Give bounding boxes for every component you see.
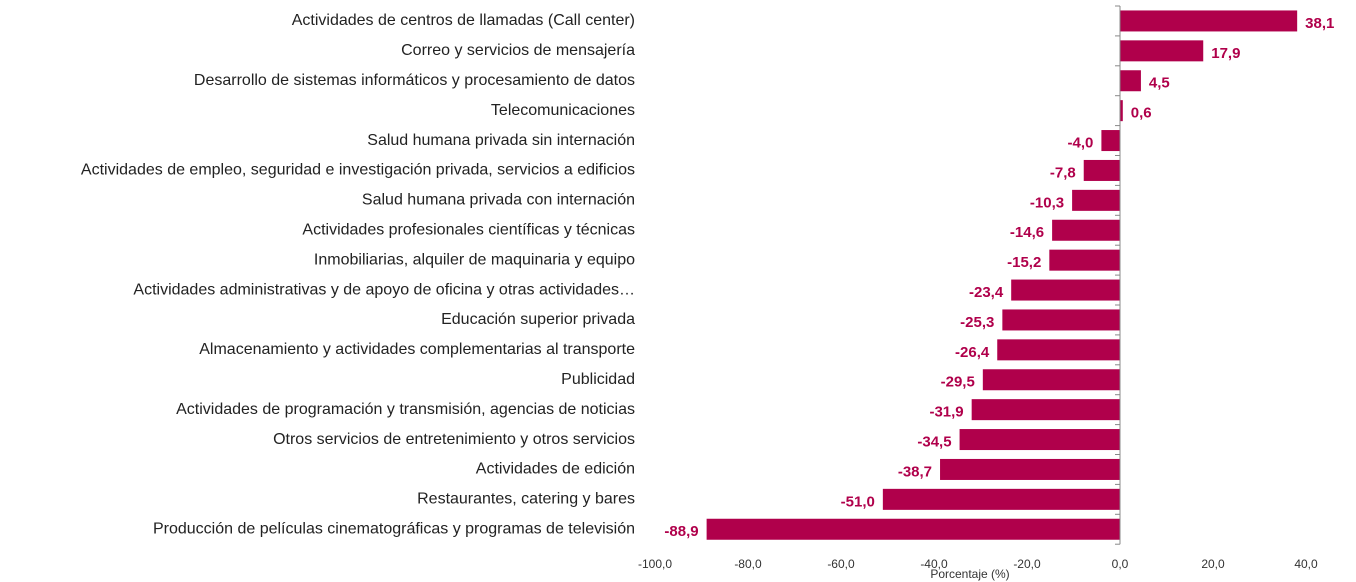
value-label: -15,2 (1007, 254, 1041, 271)
category-label: Salud humana privada con internación (362, 192, 635, 209)
bar (982, 369, 1120, 391)
category-label: Actividades administrativas y de apoyo d… (133, 281, 635, 298)
value-label: 4,5 (1149, 75, 1170, 92)
x-tick-label: -40,0 (920, 557, 948, 571)
category-label: Restaurantes, catering y bares (417, 491, 635, 508)
bar (971, 399, 1120, 421)
x-tick-label: 0,0 (1112, 557, 1129, 571)
category-label: Producción de películas cinematográficas… (153, 520, 635, 537)
bar (1120, 70, 1141, 92)
value-label: -7,8 (1050, 164, 1076, 181)
category-label: Almacenamiento y actividades complementa… (199, 341, 635, 358)
x-tick-label: -100,0 (638, 557, 672, 571)
value-label: -51,0 (841, 493, 875, 510)
bar (1083, 159, 1120, 181)
value-label: -10,3 (1030, 194, 1064, 211)
category-label: Correo y servicios de mensajería (401, 42, 635, 59)
category-label: Salud humana privada sin internación (367, 132, 635, 149)
bar (1120, 10, 1298, 32)
value-label: 38,1 (1305, 15, 1334, 32)
bar (882, 488, 1120, 510)
value-label: -4,0 (1068, 135, 1094, 152)
category-label: Educación superior privada (441, 311, 635, 328)
x-tick-label: -20,0 (1013, 557, 1041, 571)
value-label: 0,6 (1131, 105, 1152, 122)
x-tick-label: 20,0 (1201, 557, 1225, 571)
category-label: Actividades de empleo, seguridad e inves… (81, 162, 635, 179)
value-label: -25,3 (960, 314, 994, 331)
bar (959, 429, 1120, 451)
bar (1120, 40, 1204, 62)
bar (1011, 279, 1120, 301)
value-label: -26,4 (955, 344, 990, 361)
category-label: Otros servicios de entretenimiento y otr… (273, 431, 635, 448)
bar (1002, 309, 1120, 331)
bar (1120, 100, 1123, 122)
bar (997, 339, 1120, 361)
value-label: 17,9 (1211, 45, 1240, 62)
bar (1072, 189, 1120, 211)
value-label: -34,5 (917, 434, 951, 451)
x-tick-label: 40,0 (1294, 557, 1318, 571)
category-label: Actividades de programación y transmisió… (176, 401, 635, 418)
value-label: -29,5 (941, 374, 975, 391)
bar (1101, 130, 1120, 152)
value-label: -14,6 (1010, 224, 1044, 241)
category-label: Desarrollo de sistemas informáticos y pr… (194, 72, 635, 89)
value-label: -88,9 (664, 523, 698, 540)
category-label: Telecomunicaciones (491, 102, 635, 119)
bar (706, 518, 1120, 540)
category-label: Inmobiliarias, alquiler de maquinaria y … (314, 251, 635, 268)
x-axis-label: Porcentaje (%) (930, 567, 1009, 581)
category-label: Actividades profesionales científicas y … (302, 221, 635, 238)
category-label: Actividades de edición (476, 461, 635, 478)
value-label: -38,7 (898, 463, 932, 480)
bar (940, 458, 1120, 480)
x-tick-label: -80,0 (734, 557, 762, 571)
category-label: Publicidad (561, 371, 635, 388)
bar (1049, 249, 1120, 271)
value-label: -23,4 (969, 284, 1004, 301)
x-tick-label: -60,0 (827, 557, 855, 571)
category-label: Actividades de centros de llamadas (Call… (292, 12, 635, 29)
value-label: -31,9 (929, 404, 963, 421)
bar (1052, 219, 1120, 241)
